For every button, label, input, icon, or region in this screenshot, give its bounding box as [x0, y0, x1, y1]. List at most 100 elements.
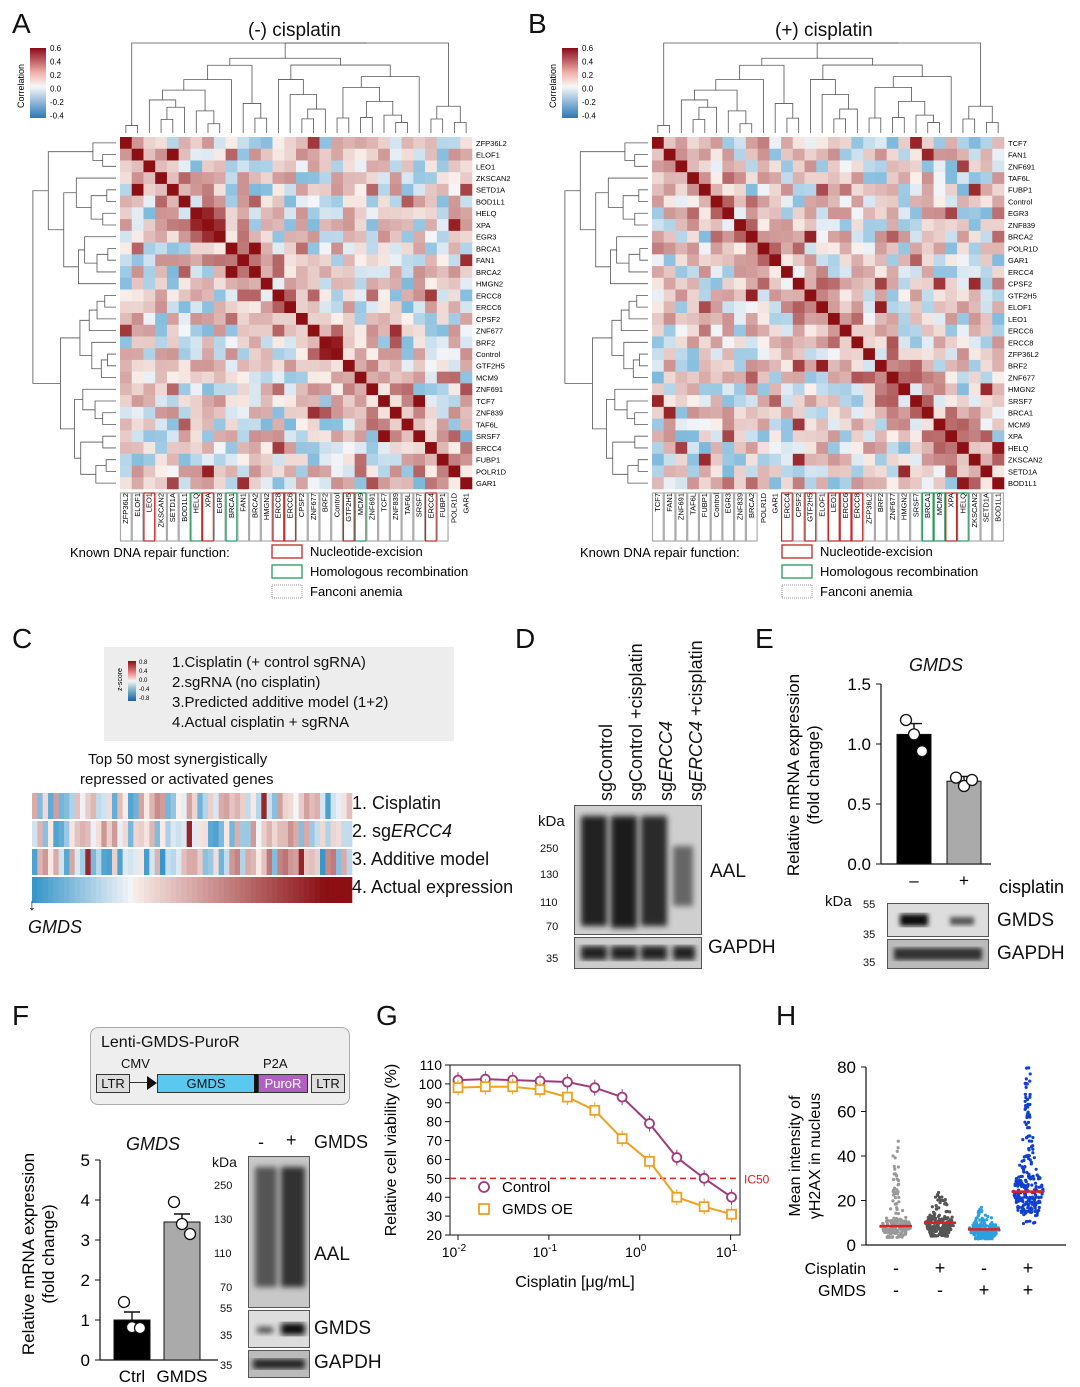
heat-cell [260, 277, 273, 290]
heat-cell [354, 383, 367, 396]
z-cell [218, 793, 225, 819]
heat-cell [178, 254, 191, 267]
dendro-branch [160, 119, 174, 133]
x-tick-exponent: 0 [641, 1243, 647, 1254]
heat-cell [945, 442, 958, 455]
heat-cell [710, 172, 723, 185]
heat-cell [886, 336, 899, 349]
heat-cell [354, 348, 367, 361]
row-gene-label: FUBP1 [1008, 186, 1032, 195]
heat-cell [401, 207, 414, 220]
z-cell [234, 793, 241, 819]
cell-point [905, 1220, 909, 1224]
heat-cell [698, 371, 711, 384]
heat-cell [331, 172, 344, 185]
heat-cell [319, 336, 332, 349]
heat-cell [178, 266, 191, 279]
row-gene-label: LEO1 [1008, 315, 1027, 324]
dendro-branch [454, 122, 467, 133]
heat-cell [319, 277, 332, 290]
x-tick-label: 101 [716, 1243, 738, 1260]
cell-point [1034, 1184, 1038, 1189]
heat-cell [886, 183, 899, 196]
cell-point [1022, 1183, 1026, 1187]
heat-cell [663, 453, 676, 466]
x-tick-label: 100 [625, 1243, 647, 1260]
series-line [457, 1078, 733, 1199]
correlation-heatmap-plus: Correlation0.60.40.20.0-0.2-0.4TCF7TCF7F… [548, 42, 1043, 599]
heat-cell [307, 289, 320, 302]
heat-cell [389, 148, 402, 161]
ic50-label: IC50 [744, 1172, 770, 1186]
heat-cell [131, 266, 144, 279]
heat-cell [389, 336, 402, 349]
heat-cell [745, 442, 758, 455]
heat-cell [401, 254, 414, 267]
cell-point [904, 1215, 908, 1220]
heat-cell [166, 277, 179, 290]
dendro-branch [614, 388, 648, 411]
row-gene-label: SETD1A [476, 186, 505, 195]
heat-cell [910, 383, 923, 396]
cell-point [1018, 1163, 1022, 1167]
heat-cell [839, 183, 852, 196]
heat-cell [816, 195, 829, 208]
heat-cell [863, 430, 876, 443]
heat-cell [319, 195, 332, 208]
heat-cell [874, 172, 887, 185]
heat-cell [687, 242, 700, 255]
row-gene-label: EGR3 [1008, 209, 1028, 218]
heat-cell [436, 266, 449, 279]
dendro-branch [616, 236, 648, 264]
heat-cell [945, 160, 958, 173]
heat-cell [886, 289, 899, 302]
heat-cell [769, 230, 782, 243]
heat-cell [389, 266, 402, 279]
zscore-tick: 0.4 [139, 669, 148, 675]
gmds-sign: + [1023, 1280, 1034, 1300]
z-cell [245, 821, 251, 847]
heat-cell [769, 277, 782, 290]
heat-cell [652, 160, 665, 173]
heat-cell [202, 453, 215, 466]
heat-cell [448, 183, 461, 196]
heat-cell [921, 183, 934, 196]
row-gene-label: BRCA2 [1008, 233, 1033, 242]
heat-cell [296, 430, 309, 443]
heat-cell [319, 172, 332, 185]
heat-cell [863, 160, 876, 173]
heat-cell [828, 289, 841, 302]
heat-cell [652, 324, 665, 337]
heat-cell [319, 395, 332, 408]
heat-cell [202, 313, 215, 326]
heat-cell [792, 359, 805, 372]
heat-cell [745, 383, 758, 396]
heat-cell [828, 137, 841, 150]
heat-cell [448, 313, 461, 326]
heat-cell [155, 277, 168, 290]
repair-box [980, 492, 993, 542]
heat-cell [652, 301, 665, 314]
heat-cell [342, 313, 355, 326]
heat-cell [698, 395, 711, 408]
row-label-1: 1. Cisplatin [352, 793, 442, 813]
cell-point [1027, 1139, 1031, 1143]
heat-cell [792, 148, 805, 161]
cell-point [1031, 1197, 1035, 1201]
z-cell [149, 849, 155, 875]
heat-cell [816, 430, 829, 443]
heat-cell [980, 418, 993, 431]
heat-cell [816, 183, 829, 196]
heat-cell [166, 430, 179, 443]
heat-cell [178, 313, 191, 326]
heat-cell [839, 395, 852, 408]
heat-cell [436, 172, 449, 185]
cell-point [1032, 1199, 1036, 1203]
heat-cell [389, 406, 402, 419]
cell-point [903, 1227, 908, 1232]
heat-cell [296, 406, 309, 419]
heat-cell [874, 183, 887, 196]
heat-cell [143, 395, 156, 408]
heat-cell [378, 266, 391, 279]
heat-cell [710, 359, 723, 372]
